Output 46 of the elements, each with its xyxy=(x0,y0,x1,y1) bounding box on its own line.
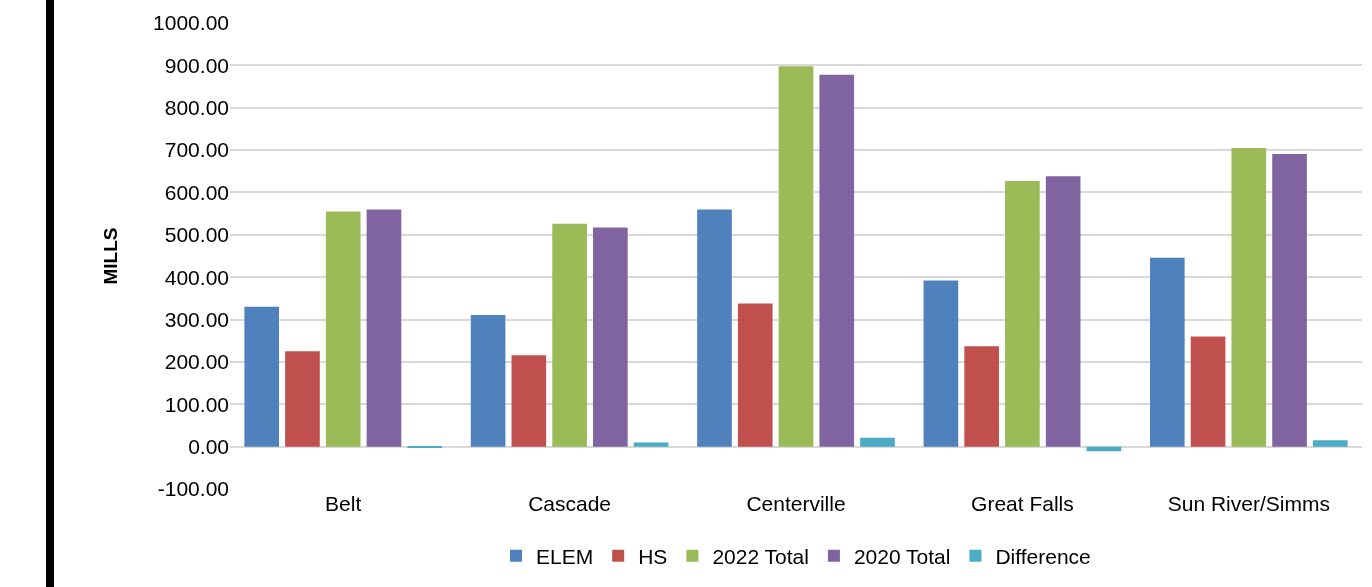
bar xyxy=(697,209,732,447)
y-tick-label: 600.00 xyxy=(164,180,229,204)
x-tick-label: Centerville xyxy=(746,492,846,515)
y-tick-label: -100.00 xyxy=(157,477,229,501)
y-axis-title: MILLS xyxy=(99,227,121,285)
x-tick-label: Sun River/Simms xyxy=(1167,492,1330,515)
bar xyxy=(470,314,506,447)
bar xyxy=(1045,176,1081,447)
x-tick-label: Belt xyxy=(325,492,362,515)
y-tick-label: 900.00 xyxy=(164,53,229,77)
legend-label: Difference xyxy=(995,544,1091,568)
x-tick-label: Great Falls xyxy=(971,492,1074,515)
bar xyxy=(593,227,628,447)
bar xyxy=(633,442,669,447)
y-tick-label: 300.00 xyxy=(164,307,229,331)
bar xyxy=(1005,181,1040,447)
y-tick-label: 100.00 xyxy=(164,392,229,416)
bar xyxy=(737,303,773,447)
bar xyxy=(1190,336,1226,447)
bar xyxy=(860,437,895,447)
y-tick-label: 200.00 xyxy=(164,350,229,374)
bar xyxy=(964,346,999,447)
bar xyxy=(778,66,814,447)
bar xyxy=(244,306,280,447)
bar xyxy=(325,211,361,447)
bar xyxy=(923,280,959,447)
y-tick-label: 400.00 xyxy=(164,265,229,289)
bar xyxy=(1312,440,1348,447)
y-tick-label: 700.00 xyxy=(164,138,229,162)
legend-label: 2022 Total xyxy=(712,544,809,568)
bar xyxy=(1272,153,1307,447)
bar xyxy=(1231,147,1267,447)
bar xyxy=(366,209,402,447)
x-tick-label: Cascade xyxy=(528,492,612,515)
bar xyxy=(819,74,855,447)
y-tick-label: 1000.00 xyxy=(153,11,229,35)
bar xyxy=(285,351,320,447)
y-tick-label: 0.00 xyxy=(188,434,229,458)
legend-label: HS xyxy=(638,544,668,568)
bar xyxy=(511,355,547,447)
bar xyxy=(1149,257,1185,447)
legend-label: ELEM xyxy=(536,544,594,568)
bar xyxy=(552,223,587,447)
legend-label: 2020 Total xyxy=(853,544,951,568)
y-tick-label: 500.00 xyxy=(164,223,229,247)
y-tick-label: 800.00 xyxy=(164,96,229,120)
